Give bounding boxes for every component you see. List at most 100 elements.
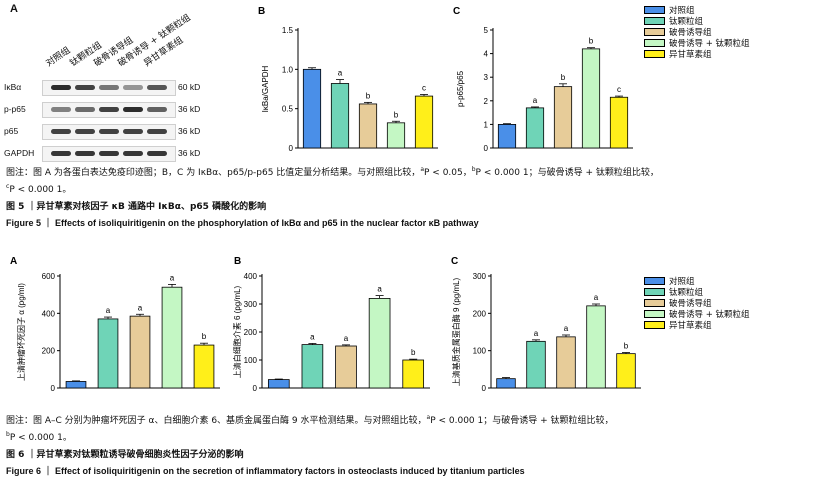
blot-row: p65 36 kD — [4, 124, 248, 140]
bar — [525, 107, 545, 149]
significance-label: a — [534, 329, 539, 338]
y-axis-label: IκBa/GAPDH — [261, 65, 270, 112]
significance-label: b — [624, 342, 629, 351]
significance-label: a — [310, 332, 315, 341]
significance-label: b — [589, 37, 594, 46]
bar — [414, 95, 434, 149]
panel-letter: C — [451, 256, 458, 267]
significance-label: a — [594, 293, 599, 302]
caption-line: cP < 0.000 1。 — [6, 180, 659, 197]
blot-band — [75, 129, 95, 134]
blot-protein-label: p-p65 — [4, 104, 26, 114]
chart-fig6c: C 上清基质金属蛋白酶 9 (pg/mL) 0 100 200 300 a a a b — [451, 256, 641, 393]
fig6-title-en: Figure 6 ｜ Effect of isoliquiritigenin o… — [6, 466, 525, 476]
legend-label: 异甘草素组 — [669, 49, 712, 60]
legend-fig5: 对照组 钛颗粒组 破骨诱导组 破骨诱导 + 钛颗粒组 异甘草素组 — [644, 4, 750, 60]
blot-row: GAPDH 36 kD — [4, 146, 248, 162]
legend-item: 钛颗粒组 — [644, 15, 750, 27]
y-tick-label: 200 — [473, 309, 487, 318]
y-tick-label: 0 — [253, 384, 258, 393]
significance-label: a — [377, 285, 382, 294]
y-tick-label: 2 — [484, 97, 489, 106]
y-tick-label: 1.5 — [282, 26, 294, 35]
y-axis-label: 上清基质金属蛋白酶 9 (pg/mL) — [451, 277, 461, 386]
y-tick-label: 600 — [42, 272, 56, 281]
panel-letter: B — [234, 256, 241, 267]
legend-label: 钛颗粒组 — [669, 16, 704, 27]
y-tick-label: 1.0 — [282, 65, 294, 74]
chart-fig5b: B IκBa/GAPDH 0 0.5 1.0 1.5 a b b c — [258, 6, 438, 153]
caption-text: 图注：图 A 为各蛋白表达免疫印迹图；B，C 为 IκBα、p65/p-p65 … — [6, 168, 421, 178]
y-axis-label: p-p65/p65 — [456, 70, 465, 107]
bar — [402, 359, 425, 389]
significance-label: b — [202, 332, 207, 341]
y-tick-label: 200 — [42, 347, 56, 356]
blot-band — [147, 151, 167, 156]
y-axis-label: 上清肿瘤坏死因子 α (pg/ml) — [16, 283, 26, 381]
y-tick-label: 200 — [244, 328, 258, 337]
significance-label: b — [411, 348, 416, 357]
significance-label: a — [106, 306, 111, 315]
legend-label: 破骨诱导 + 钛颗粒组 — [669, 309, 750, 320]
legend-label: 钛颗粒组 — [669, 287, 704, 298]
blot-size-label: 60 kD — [178, 82, 201, 92]
legend-label: 破骨诱导组 — [669, 27, 712, 38]
caption-line: bP < 0.000 1。 — [6, 428, 614, 445]
y-tick-label: 4 — [484, 50, 489, 59]
panel-letter: B — [258, 6, 265, 17]
bar — [65, 381, 87, 389]
legend-item: 异甘草素组 — [644, 48, 750, 60]
bar — [386, 122, 406, 149]
legend-swatch — [644, 276, 665, 285]
blot-protein-label: IκBα — [4, 82, 22, 92]
chart-fig6a: A 上清肿瘤坏死因子 α (pg/ml) 0 200 400 600 a a a b — [10, 256, 220, 393]
significance-label: b — [394, 110, 399, 119]
legend-label: 对照组 — [669, 5, 695, 16]
blot-band — [147, 85, 167, 90]
y-tick-label: 3 — [484, 73, 489, 82]
blot-band — [123, 129, 143, 134]
bar — [330, 83, 350, 149]
legend-fig6: 对照组 钛颗粒组 破骨诱导组 破骨诱导 + 钛颗粒组 异甘草素组 — [644, 275, 750, 331]
bar — [368, 298, 391, 389]
legend-swatch — [644, 298, 665, 307]
sig-marker: a — [426, 414, 431, 421]
blot-row: p-p65 36 kD — [4, 102, 248, 118]
significance-label: a — [564, 324, 569, 333]
blot-size-label: 36 kD — [178, 104, 201, 114]
blot-band — [75, 85, 95, 90]
legend-swatch — [644, 38, 665, 47]
bar — [496, 378, 516, 389]
bar — [193, 344, 215, 389]
blot-size-label: 36 kD — [178, 148, 201, 158]
y-tick-label: 0 — [289, 144, 294, 153]
caption-text: P < 0.000 1；与破骨诱导 + 钛颗粒组比较， — [475, 168, 659, 178]
caption-text: P < 0.000 1。 — [9, 433, 72, 443]
y-tick-label: 400 — [244, 272, 258, 281]
blot-band — [99, 85, 119, 90]
legend-swatch — [644, 49, 665, 58]
legend-swatch — [644, 320, 665, 329]
blot-band — [75, 151, 95, 156]
significance-label: a — [344, 334, 349, 343]
bar — [526, 340, 546, 389]
fig5-title-en: Figure 5 ｜ Effects of isoliquiritigenin … — [6, 218, 479, 228]
fig5-panel-a-letter: A — [10, 3, 18, 15]
legend-label: 破骨诱导 + 钛颗粒组 — [669, 38, 750, 49]
significance-label: c — [617, 85, 621, 94]
bar — [97, 318, 119, 389]
blot-band — [75, 107, 95, 112]
blot-row: IκBα 60 kD — [4, 80, 248, 96]
bar — [556, 336, 576, 389]
panel-letter: A — [10, 256, 17, 267]
legend-label: 异甘草素组 — [669, 320, 712, 331]
chart-fig6b: B 上清白细胞介素 6 (pg/mL) 0 100 200 300 400 a a a b — [232, 256, 430, 393]
y-tick-label: 100 — [244, 356, 258, 365]
legend-label: 破骨诱导组 — [669, 298, 712, 309]
blot-band — [99, 151, 119, 156]
y-tick-label: 0 — [484, 144, 489, 153]
bar — [161, 286, 183, 389]
blot-protein-label: p65 — [4, 126, 19, 136]
y-tick-label: 0 — [482, 384, 487, 393]
y-tick-label: 300 — [473, 272, 487, 281]
